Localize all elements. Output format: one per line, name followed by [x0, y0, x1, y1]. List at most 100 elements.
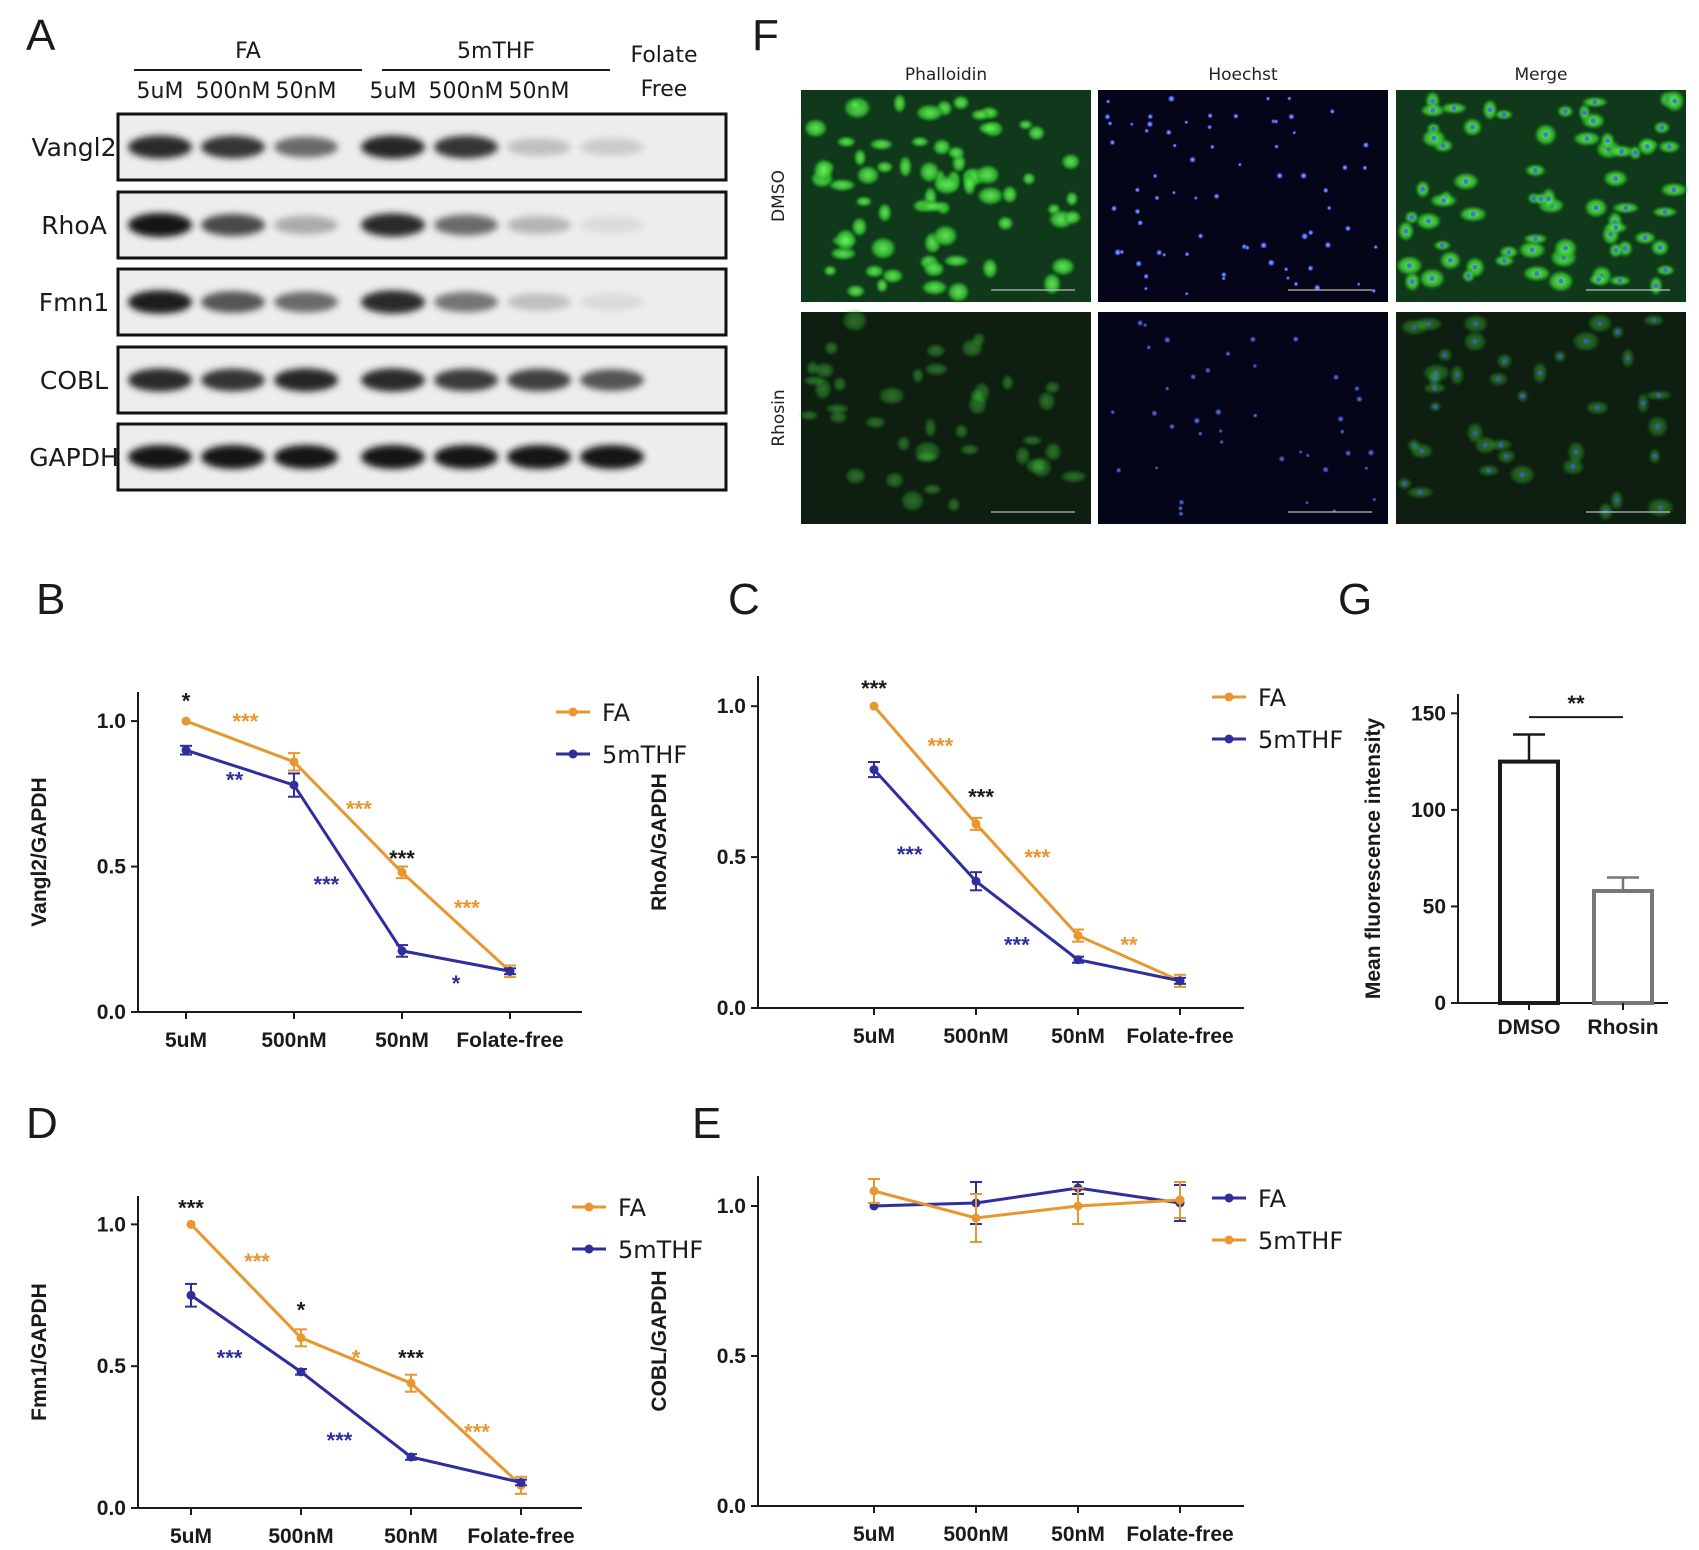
cell: [896, 435, 911, 452]
nucleus: [1265, 96, 1271, 102]
cell: [1065, 191, 1079, 207]
legend-label: 5mTHF: [602, 741, 687, 769]
nucleus: [1519, 472, 1525, 478]
cell: [827, 178, 857, 192]
nucleus: [1472, 264, 1478, 270]
group-label-free: Free: [641, 77, 688, 102]
nucleus: [1356, 282, 1361, 287]
y-tick-label: 0.5: [97, 856, 127, 879]
cell: [877, 385, 906, 406]
chart-d: 0.0 0.5 1.0 5uM 500nM 50nM Folate-free Fmn1/GAP…: [28, 1194, 703, 1548]
cell: [898, 155, 913, 179]
cell: [832, 376, 847, 393]
nucleus: [1364, 466, 1369, 471]
nucleus: [1237, 162, 1243, 167]
nucleus: [1146, 120, 1154, 128]
data-point: [1073, 1201, 1083, 1211]
significance-annotation: **: [1120, 933, 1138, 958]
y-tick-label: 0.0: [97, 1001, 126, 1024]
cell: [925, 343, 947, 358]
legend-label: 5mTHF: [1258, 726, 1343, 754]
series-line: [872, 768, 1181, 983]
nucleus: [1657, 505, 1663, 510]
blot-band: [274, 291, 338, 313]
nucleus: [1134, 187, 1141, 193]
nucleus: [1218, 428, 1224, 434]
nucleus: [1473, 321, 1479, 327]
nucleus: [1537, 370, 1543, 376]
blot-row-label: Vangl2: [31, 133, 116, 162]
panel-letter-a: A: [26, 11, 56, 60]
cell: [954, 423, 969, 439]
data-point: [186, 1290, 196, 1300]
nucleus: [1371, 288, 1377, 294]
y-tick-label: 1.0: [717, 695, 746, 718]
y-tick-label: 0: [1434, 992, 1446, 1015]
nucleus: [1439, 242, 1445, 248]
series-line: [190, 1294, 522, 1484]
cell: [914, 103, 945, 122]
nucleus: [1307, 229, 1314, 236]
legend-item-fa: FA: [556, 699, 631, 727]
nucleus: [1287, 113, 1295, 121]
nucleus: [1285, 275, 1291, 281]
nucleus: [1483, 442, 1488, 448]
cell: [881, 268, 905, 284]
micrograph-rhosin-hoechst: [1098, 312, 1388, 524]
y-tick-label: 1.0: [717, 1195, 746, 1218]
y-tick-label: 0.0: [717, 997, 746, 1020]
blot-band: [580, 445, 644, 469]
blot-band: [434, 445, 498, 469]
blot-band: [580, 293, 644, 311]
nucleus: [1563, 245, 1568, 251]
nucleus: [1344, 449, 1352, 457]
y-axis-label: Fmn1/GAPDH: [28, 1283, 51, 1421]
y-tick-label: 1.0: [97, 710, 126, 733]
nucleus: [1144, 128, 1150, 134]
significance-annotation: ***: [968, 785, 994, 810]
y-tick-label: 1.0: [97, 1213, 126, 1236]
cell: [1060, 153, 1081, 171]
y-axis-label: COBL/GAPDH: [648, 1270, 671, 1411]
legend-item-fa: FA: [572, 1194, 647, 1222]
cell: [869, 236, 897, 261]
nucleus: [1326, 205, 1332, 211]
nucleus: [1344, 225, 1352, 232]
nucleus: [1188, 156, 1197, 164]
cell: [942, 254, 970, 267]
cell: [1018, 119, 1034, 130]
legend-label: FA: [1258, 1185, 1287, 1213]
cell: [1001, 374, 1014, 392]
significance-annotation: ***: [897, 842, 923, 867]
x-tick-label: 500nM: [261, 1029, 326, 1052]
cell: [812, 158, 834, 183]
nucleus: [1164, 386, 1170, 392]
series-line: [873, 1189, 1181, 1220]
cell: [1043, 441, 1063, 462]
blot-row-rhoa: RhoA: [41, 190, 728, 260]
nucleus: [1429, 276, 1435, 281]
x-tick-label: Folate-free: [456, 1029, 563, 1052]
panel-letter-g: G: [1338, 575, 1372, 624]
cell: [918, 160, 941, 184]
lane-label-5: 50nM: [509, 79, 570, 104]
panel-letter-d: D: [26, 1099, 58, 1148]
blot-band: [580, 138, 644, 156]
significance-annotation: ***: [398, 1346, 424, 1371]
nucleus: [1267, 258, 1276, 267]
nucleus: [1293, 281, 1299, 287]
nucleus: [1486, 468, 1491, 473]
cell: [967, 393, 988, 416]
nucleus: [1193, 416, 1201, 425]
nucleus: [1613, 225, 1619, 230]
cell: [970, 109, 990, 121]
nucleus: [1275, 172, 1284, 180]
series-5mthf: [180, 744, 516, 976]
nucleus: [1532, 167, 1538, 173]
y-tick-label: 0.0: [97, 1497, 126, 1520]
lane-label-3: 5uM: [370, 79, 417, 104]
data-point: [397, 946, 407, 956]
cell: [920, 279, 949, 296]
chart-e: 0.0 0.5 1.0 5uM 500nM 50nM Folate-free COBL/GAP…: [648, 1176, 1343, 1546]
charts: 0.0 0.5 1.0 5uM 500nM 50nM Folate-free Vangl2/G…: [28, 676, 1668, 1548]
